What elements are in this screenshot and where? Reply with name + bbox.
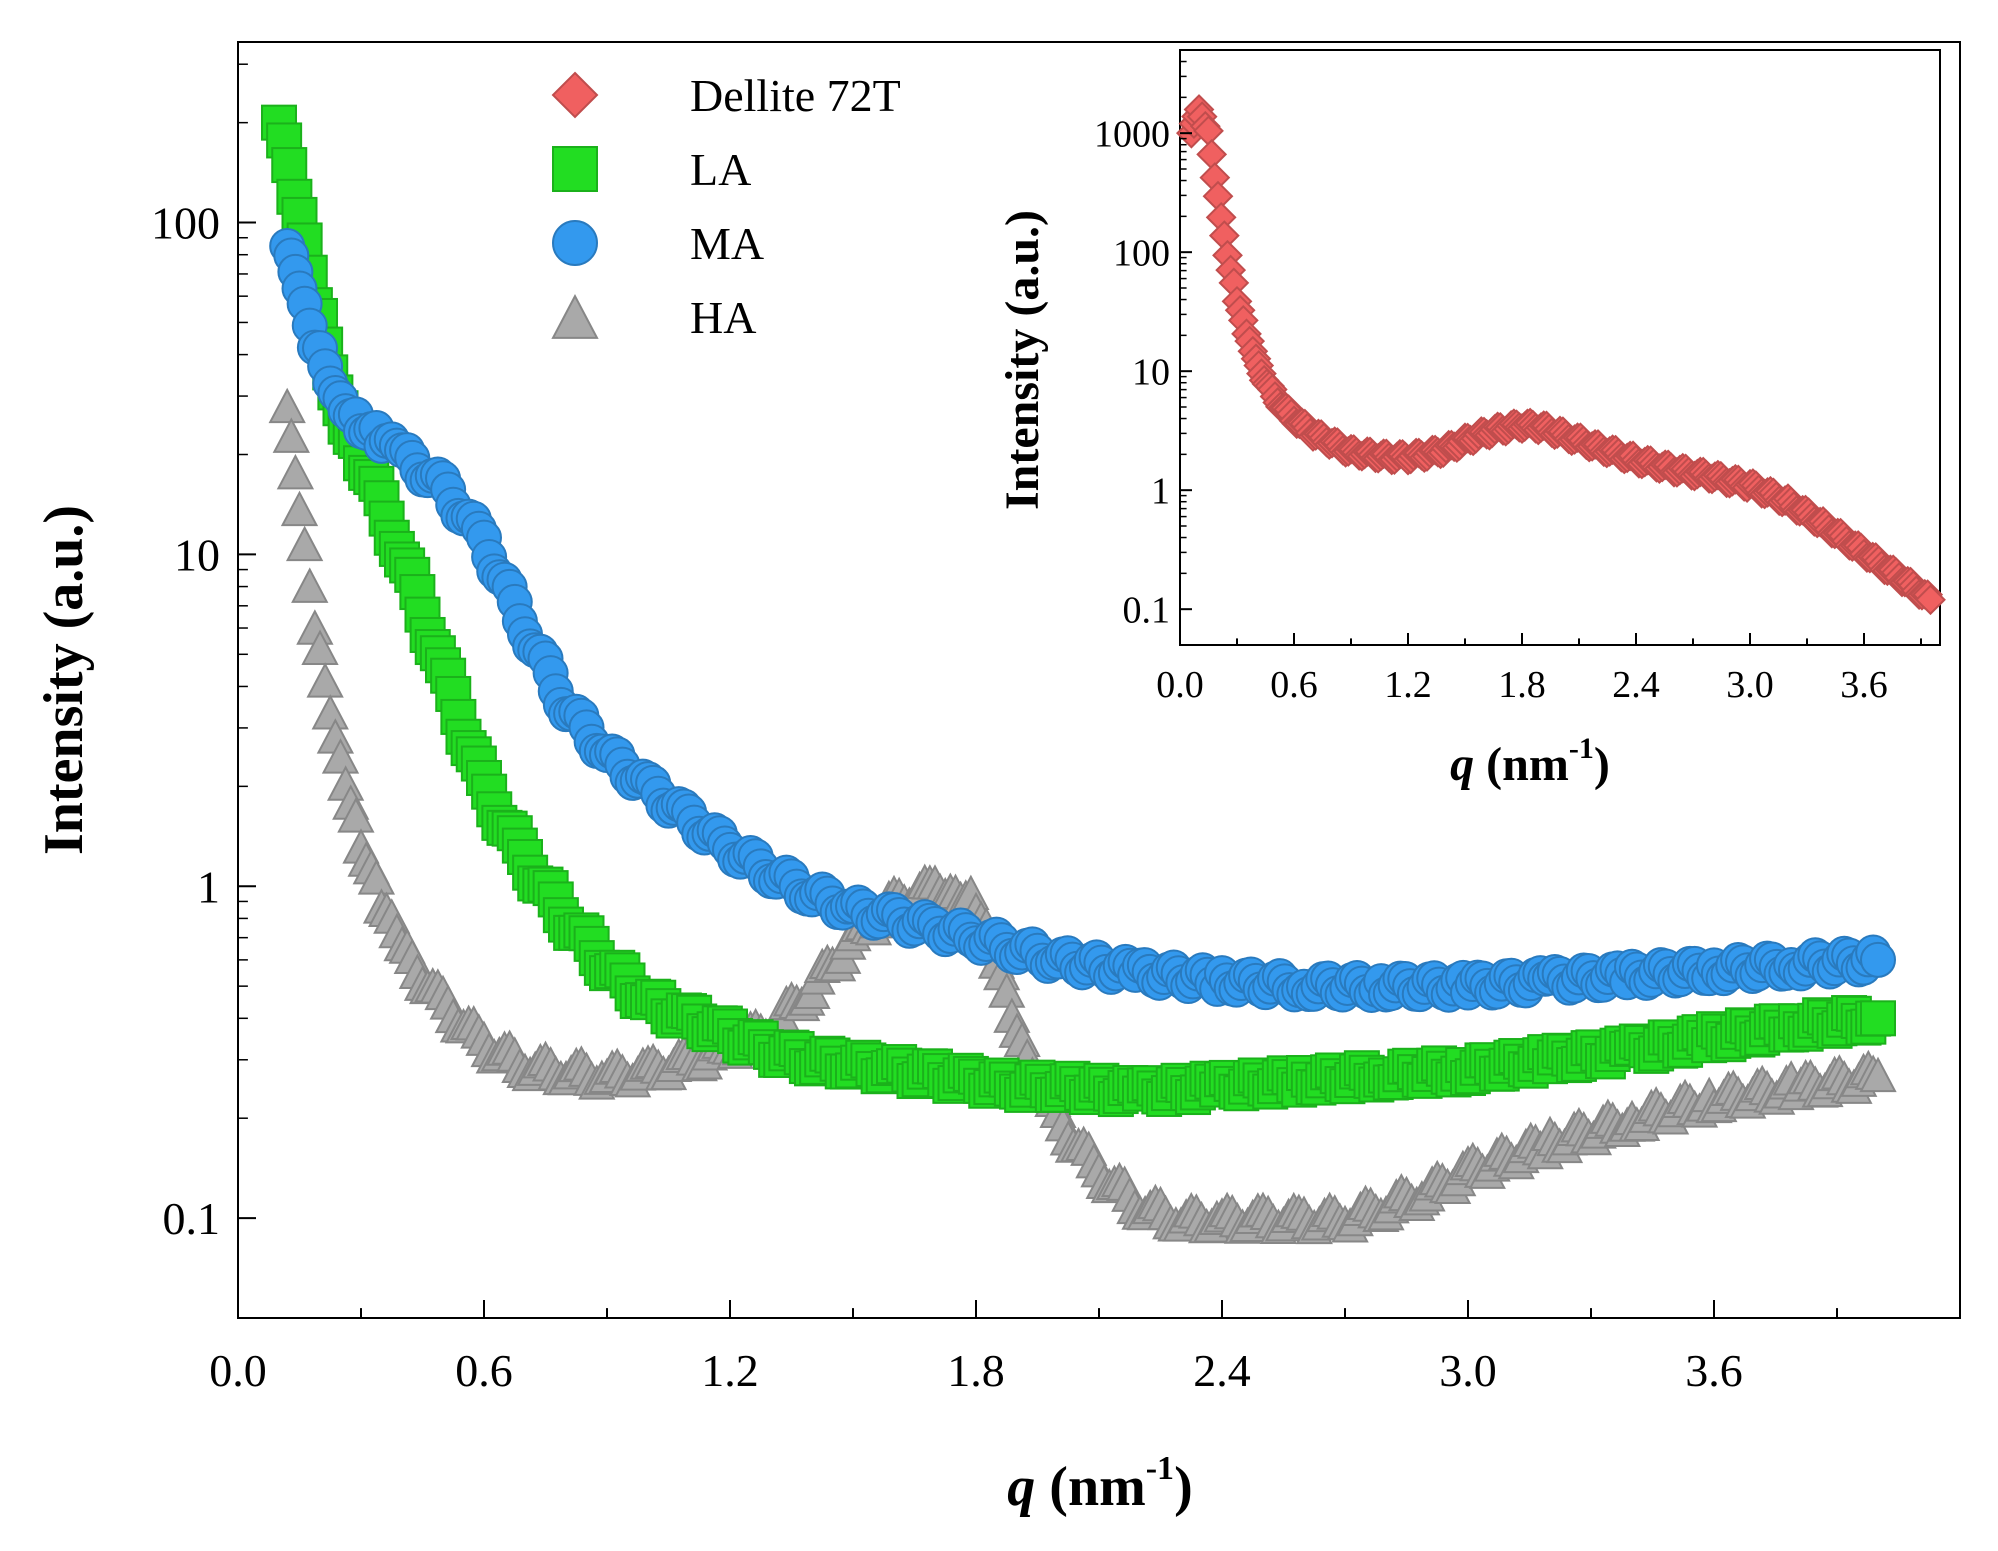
legend-marker-ha (551, 293, 599, 339)
inset-y-tick-label: 1 (1151, 470, 1170, 512)
legend-marker-dellite-72t (551, 71, 599, 119)
inset-series-dellite-72t (1175, 94, 1946, 616)
main-series-layer (261, 104, 1897, 1245)
main-point-la (1860, 1000, 1896, 1037)
inset-y-axis-title: Intensity (a.u.) (996, 210, 1049, 510)
main-point-ha (276, 453, 315, 490)
main-point-ha (988, 972, 1026, 1008)
main-point-la (271, 147, 308, 184)
main-point-ha (301, 629, 339, 665)
main-x-axis-title: q (nm-1) (1007, 1450, 1192, 1518)
main-x-tick-label: 1.2 (701, 1345, 759, 1396)
main-x-exp: -1 (1146, 1450, 1174, 1487)
legend-label: MA (690, 218, 764, 269)
main-series-ma (269, 227, 1896, 1013)
main-y-tick-label: 100 (151, 198, 220, 249)
inset-y-tick-label: 1000 (1094, 113, 1170, 155)
inset-y-tick-label: 100 (1113, 232, 1170, 274)
main-plot-border (237, 41, 1961, 1319)
main-x-tick-label: 1.8 (947, 1345, 1005, 1396)
main-point-ha (321, 738, 360, 774)
main-point-ha (272, 417, 310, 453)
main-y-tick-label: 10 (174, 530, 220, 581)
main-axes-layer: 0.0 0.6 1.2 1.8 2.4 3.0 3.6 0.1 1 10 100 (151, 41, 1961, 1396)
inset-y-tick-label: 0.1 (1123, 589, 1171, 631)
main-x-var: q (1007, 1456, 1035, 1518)
inset-axes-layer: 0.0 0.6 1.2 1.8 2.4 3.0 3.6 0.1 1 10 100 1000 (1094, 60, 1922, 706)
main-point-ha (357, 859, 396, 895)
legend-label: Dellite 72T (690, 70, 901, 121)
main-x-close-paren: ) (1174, 1456, 1193, 1518)
inset-x-exp: -1 (1569, 732, 1594, 765)
inset-series-layer (1175, 94, 1946, 616)
main-point-ma (1860, 941, 1896, 978)
main-point-ha (285, 525, 324, 562)
inset-x-tick-label: 3.0 (1726, 664, 1774, 706)
main-x-tick-label: 3.0 (1439, 1345, 1497, 1396)
main-point-ha (337, 797, 375, 833)
inset-x-tick-label: 0.6 (1270, 664, 1318, 706)
main-x-tick-label: 0.6 (455, 1345, 513, 1396)
legend: Dellite 72T LA MA HA (551, 70, 901, 343)
inset-frame (1179, 49, 1941, 646)
inset-x-axis-title: q (nm-1) (1450, 732, 1610, 791)
main-y-axis-title: Intensity (a.u.) (33, 505, 95, 855)
main-point-ha (1859, 1056, 1897, 1093)
inset-x-tick-label: 2.4 (1612, 664, 1660, 706)
inset-x-open-paren: ( (1486, 738, 1502, 791)
main-point-ha (306, 662, 344, 698)
legend-marker-ma (552, 220, 598, 266)
legend-marker-la (552, 146, 598, 192)
inset-x-unit: nm (1502, 738, 1569, 791)
main-point-ha (291, 567, 329, 603)
inset-point-dellite-72t (1915, 584, 1946, 616)
legend-label: LA (690, 144, 751, 195)
main-x-tick-label: 3.6 (1685, 1345, 1743, 1396)
main-x-tick-label: 0.0 (209, 1345, 267, 1396)
main-point-ha (268, 387, 306, 424)
main-point-ha (280, 490, 319, 527)
inset-x-tick-label: 3.6 (1840, 664, 1888, 706)
main-y-tick-label: 0.1 (163, 1193, 221, 1244)
inset-x-tick-label: 1.8 (1498, 664, 1546, 706)
main-x-tick-label: 2.4 (1193, 1345, 1251, 1396)
main-x-open-paren: ( (1049, 1456, 1068, 1518)
inset-x-tick-label: 1.2 (1384, 664, 1432, 706)
inset-x-tick-label: 0.0 (1156, 664, 1204, 706)
inset-y-tick-label: 10 (1132, 351, 1170, 393)
main-y-tick-label: 1 (197, 861, 220, 912)
main-x-unit: nm (1068, 1456, 1146, 1518)
inset-x-var: q (1450, 738, 1474, 791)
inset-x-close-paren: ) (1594, 738, 1610, 791)
inset-chart: 0.0 0.6 1.2 1.8 2.4 3.0 3.6 0.1 1 10 100 1000 Inten… (996, 49, 1946, 791)
legend-label: HA (690, 292, 756, 343)
